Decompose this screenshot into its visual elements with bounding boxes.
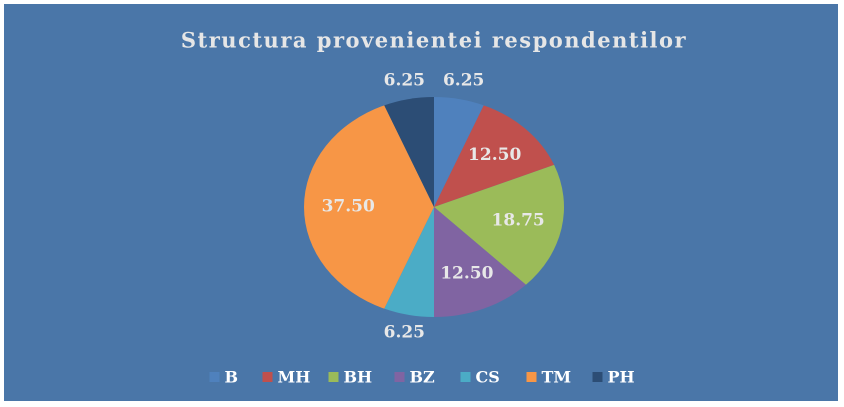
data-label: 6.25	[384, 70, 425, 90]
legend-label: B	[225, 368, 239, 387]
legend-label: BZ	[410, 368, 436, 387]
data-label: 18.75	[492, 211, 545, 231]
data-label: 6.25	[443, 70, 484, 90]
legend-swatch	[526, 372, 537, 382]
pie-slice	[434, 105, 555, 207]
legend-swatch	[209, 372, 220, 382]
legend-label: BH	[344, 368, 373, 387]
pie-slice	[304, 105, 434, 309]
data-label: 37.50	[322, 197, 375, 217]
pie-slice	[434, 207, 526, 317]
pie-slice	[384, 207, 434, 317]
legend-label: TM	[542, 368, 572, 387]
legend-swatch	[394, 372, 405, 382]
data-label: 6.25	[384, 323, 425, 343]
legend-swatch	[328, 372, 339, 382]
pie-slice	[434, 97, 484, 207]
legend-swatch	[262, 372, 273, 382]
data-label: 12.50	[468, 145, 521, 165]
chart-title: Structura provenientei respondentilor	[181, 28, 687, 53]
legend-swatch	[592, 372, 603, 382]
legend-swatch	[460, 372, 471, 382]
legend-label: CS	[476, 368, 500, 387]
legend-label: PH	[608, 368, 635, 387]
pie-slice	[384, 97, 434, 207]
legend-label: MH	[278, 368, 311, 387]
pie-slice	[434, 164, 564, 285]
data-label: 12.50	[440, 264, 493, 284]
